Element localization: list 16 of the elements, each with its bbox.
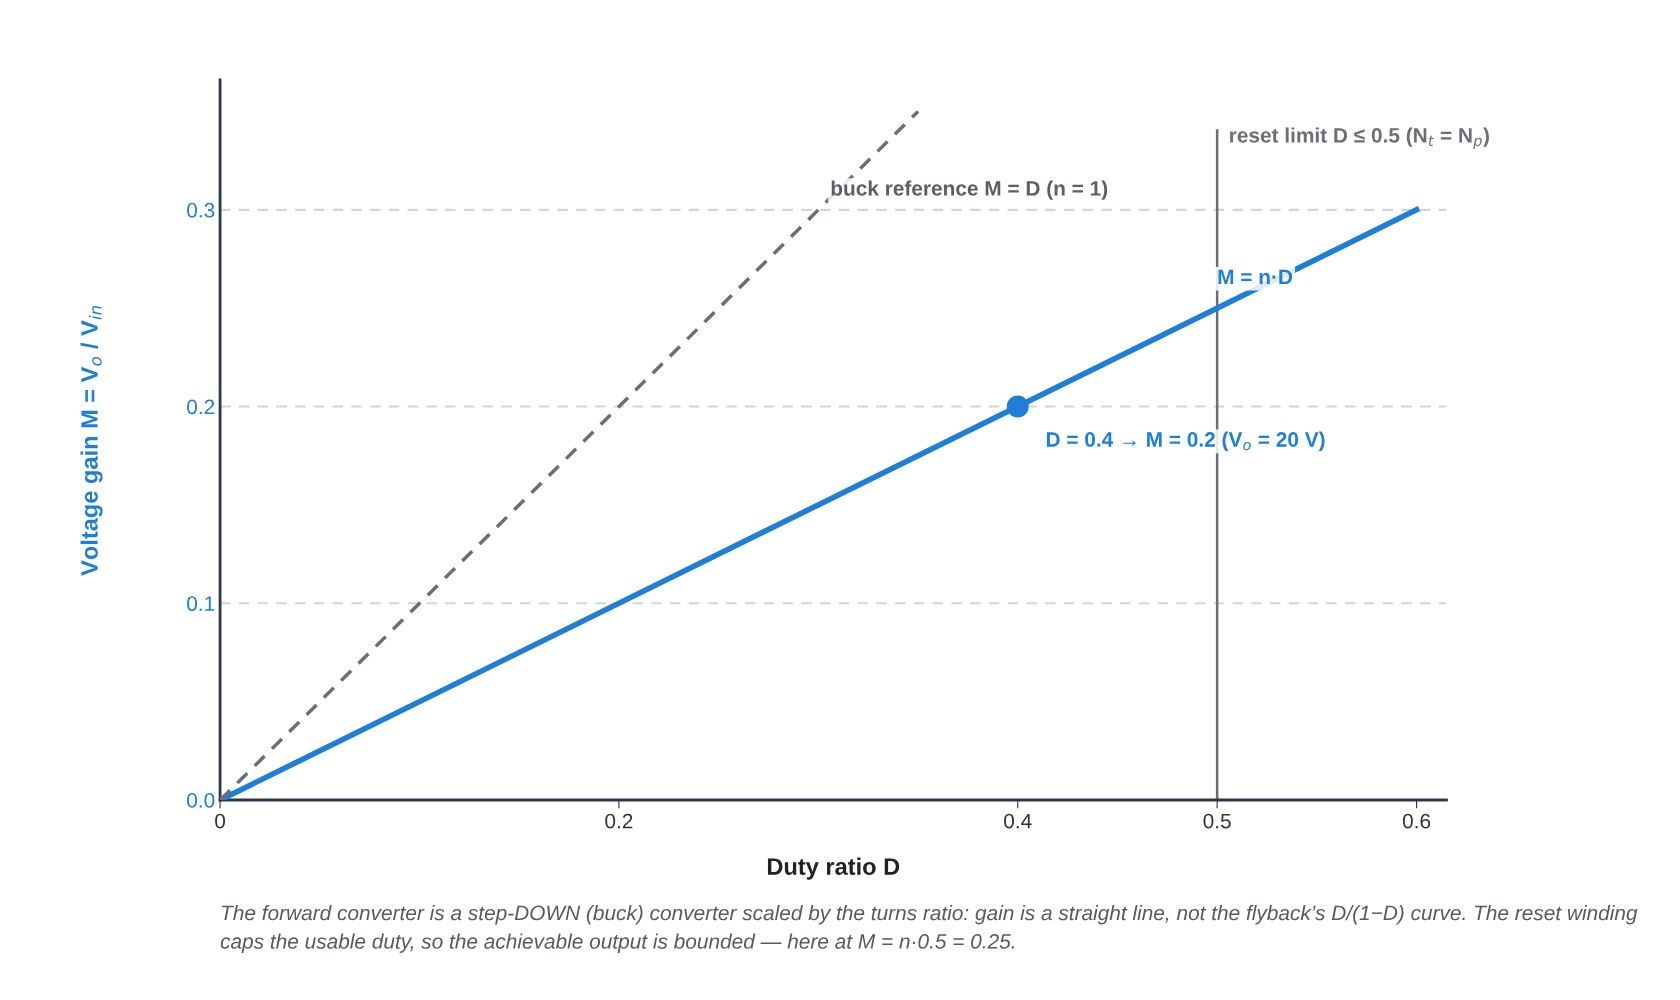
ref-line-label: reset limit D ≤ 0.5 (N$_{t}$ = N$_{p}$)	[1230, 127, 1489, 149]
x-tick-label: 0.2	[605, 813, 633, 829]
annotation: buck reference M = D (n = 1)	[831, 180, 1108, 200]
annotation: M = n·D	[1218, 269, 1293, 285]
annotation: D = 0.4 → M = 0.2 (V$_{o}$ = 20 V)	[1046, 431, 1325, 451]
x-axis-title: Duty ratio D	[767, 857, 900, 880]
x-tick-label: 0.6	[1402, 813, 1431, 829]
y-tick-label: 0.3	[187, 202, 215, 218]
y-tick-label: 0.0	[187, 793, 215, 808]
x-tick-label: 0	[215, 813, 226, 829]
y-axis-title: Voltage gain M = V$_{o}$ / V$_{in}$	[80, 306, 103, 576]
x-tick-label: 0.4	[1004, 813, 1032, 829]
x-tick-label: 0.5	[1203, 813, 1231, 829]
y-tick-label: 0.2	[187, 399, 215, 415]
y-tick-label: 0.1	[187, 596, 215, 612]
text: The forward converter is a step-DOWN (buck) converter scaled by the turns ratio: gain is a straight line, not the flyback’s D/(1−D) curve. The reset winding caps the usable duty, so the achievable output is bounded — here at M = n·0.5 = 0.25.	[220, 905, 1638, 953]
